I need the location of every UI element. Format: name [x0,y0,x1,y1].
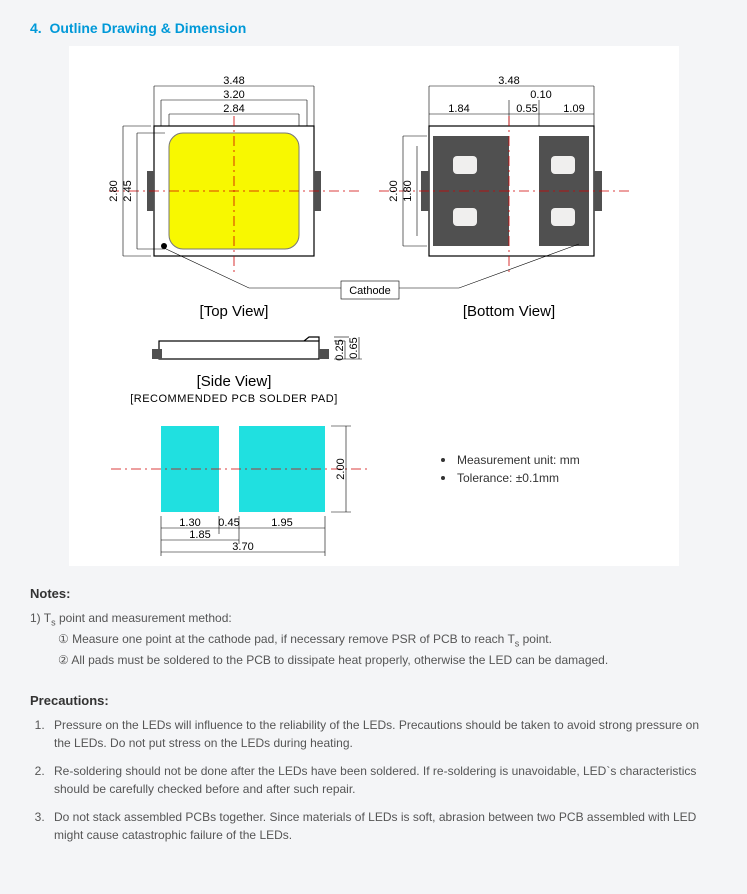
precaution-item: Do not stack assembled PCBs together. Si… [48,808,717,844]
precaution-item: Pressure on the LEDs will influence to t… [48,716,717,752]
dim-top-h-outer: 2.80 [108,180,120,201]
precaution-item: Re-soldering should not be done after th… [48,762,717,798]
dim-top-w-inner: 2.84 [223,103,244,115]
legend-item-0: Measurement unit: mm [457,453,580,467]
notes-heading: Notes: [30,586,717,601]
dim-bot-left: 1.84 [448,103,469,115]
drawing-figure: 3.48 3.20 2.84 2.80 2.45 [69,46,679,566]
dim-pad-offset: 1.85 [189,529,210,541]
dim-bot-w-outer: 3.48 [498,75,519,87]
solder-pad-left [161,426,219,512]
dim-pad-rightw: 1.95 [271,517,292,529]
dim-pad-leftw: 1.30 [179,517,200,529]
notes-item-1: 1) Ts point and measurement method: ① Me… [30,609,717,669]
dim-bot-slot: 0.10 [530,89,551,101]
dim-bot-h-inner: 1.80 [402,180,414,201]
precautions-list: Pressure on the LEDs will influence to t… [30,716,717,844]
dim-bot-mid: 0.55 [516,103,537,115]
pad-rec-label: [RECOMMENDED PCB SOLDER PAD] [130,393,338,405]
bottom-view-label: [Bottom View] [462,303,554,320]
dim-pad-gap: 0.45 [218,517,239,529]
side-view-label: [Side View] [196,373,271,390]
dim-bot-right: 1.09 [563,103,584,115]
section-title-text: Outline Drawing & Dimension [49,20,246,36]
dim-side-step: 0.25 [334,339,346,360]
section-title: 4. Outline Drawing & Dimension [30,20,717,36]
section-number: 4. [30,20,42,36]
dim-pad-h: 2.00 [335,458,347,479]
dim-side-h: 0.65 [348,337,360,358]
dim-top-h-inner: 2.45 [122,180,134,201]
dim-bot-h-outer: 2.00 [388,180,400,201]
legend: Measurement unit: mm Tolerance: ±0.1mm [441,453,580,485]
legend-item-1: Tolerance: ±0.1mm [457,471,559,485]
dim-top-w-outer: 3.48 [223,75,244,87]
precautions-heading: Precautions: [30,693,717,708]
cathode-label: Cathode [349,285,391,297]
dim-top-w-mid: 3.20 [223,89,244,101]
top-view-label: [Top View] [199,303,268,320]
dim-pad-total: 3.70 [232,541,253,553]
